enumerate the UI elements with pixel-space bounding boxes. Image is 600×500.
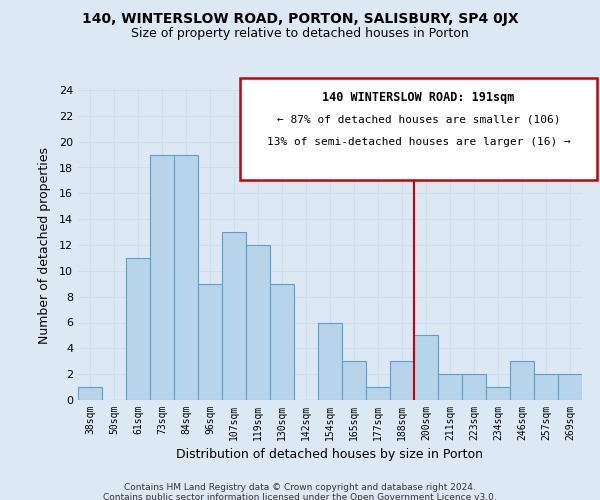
Text: Contains HM Land Registry data © Crown copyright and database right 2024.: Contains HM Land Registry data © Crown c… xyxy=(124,482,476,492)
Bar xyxy=(78,387,102,400)
Bar xyxy=(174,154,198,400)
Bar xyxy=(366,387,390,400)
Bar xyxy=(438,374,462,400)
Bar xyxy=(534,374,558,400)
Bar xyxy=(318,322,342,400)
Bar xyxy=(198,284,222,400)
Bar xyxy=(246,245,270,400)
Text: 140, WINTERSLOW ROAD, PORTON, SALISBURY, SP4 0JX: 140, WINTERSLOW ROAD, PORTON, SALISBURY,… xyxy=(82,12,518,26)
Bar xyxy=(558,374,582,400)
Bar xyxy=(390,361,414,400)
Text: ← 87% of detached houses are smaller (106): ← 87% of detached houses are smaller (10… xyxy=(277,115,560,125)
Bar xyxy=(342,361,366,400)
Bar xyxy=(510,361,534,400)
Text: 13% of semi-detached houses are larger (16) →: 13% of semi-detached houses are larger (… xyxy=(266,138,571,147)
Bar xyxy=(150,154,174,400)
Bar xyxy=(486,387,510,400)
Bar xyxy=(126,258,150,400)
Bar xyxy=(270,284,294,400)
Bar xyxy=(462,374,486,400)
Y-axis label: Number of detached properties: Number of detached properties xyxy=(38,146,50,344)
Bar xyxy=(414,336,438,400)
Text: Size of property relative to detached houses in Porton: Size of property relative to detached ho… xyxy=(131,28,469,40)
Text: Contains public sector information licensed under the Open Government Licence v3: Contains public sector information licen… xyxy=(103,492,497,500)
X-axis label: Distribution of detached houses by size in Porton: Distribution of detached houses by size … xyxy=(176,448,484,462)
Text: 140 WINTERSLOW ROAD: 191sqm: 140 WINTERSLOW ROAD: 191sqm xyxy=(322,91,515,104)
Bar xyxy=(222,232,246,400)
